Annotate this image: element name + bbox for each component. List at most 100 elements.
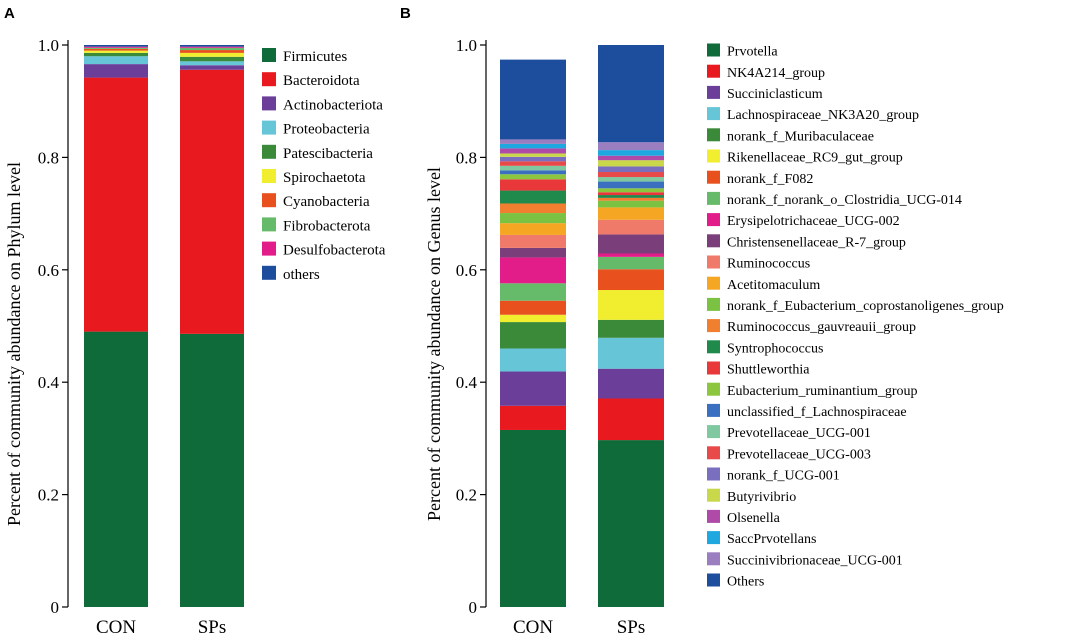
y-tick-label-b: 0 <box>469 598 478 617</box>
legend-swatch-b-8 <box>707 213 720 227</box>
bar-segment-b-con-20 <box>500 156 566 162</box>
legend-swatch-b-4 <box>707 128 720 142</box>
legend-swatch-b-16 <box>707 382 720 396</box>
bar-segment-b-sps-23 <box>598 150 664 156</box>
bar-segment-b-sps-0 <box>598 440 664 607</box>
legend-swatch-b-10 <box>707 255 720 269</box>
legend-label-b-13: Ruminococcus_gauvreauii_group <box>727 320 916 335</box>
legend-swatch-b-0 <box>707 43 720 57</box>
bar-segment-b-sps-13 <box>598 197 664 201</box>
bar-segment-a-con-1 <box>84 77 148 332</box>
legend-label-b-0: Prvotella <box>727 45 778 60</box>
y-tick-label-a: 0 <box>51 598 60 617</box>
bar-segment-b-sps-12 <box>598 200 664 208</box>
bar-segment-a-sps-9 <box>180 45 244 47</box>
bar-segment-b-con-23 <box>500 143 566 149</box>
y-tick-label-a: 0.4 <box>38 373 60 392</box>
legend-label-a-3: Proteobacteria <box>283 122 370 138</box>
bar-segment-b-sps-25 <box>598 45 664 143</box>
y-tick-label-a: 0.6 <box>38 261 59 280</box>
bar-segment-b-sps-1 <box>598 398 664 441</box>
legend-label-a-8: Desulfobacterota <box>283 243 386 259</box>
bar-segment-b-sps-14 <box>598 195 664 198</box>
bar-segment-a-con-7 <box>84 47 148 49</box>
bar-segment-b-con-10 <box>500 234 566 248</box>
bar-segment-a-con-0 <box>84 331 148 607</box>
legend-swatch-b-13 <box>707 319 720 333</box>
bar-segment-b-con-12 <box>500 213 566 224</box>
legend-label-b-24: Succinivibrionaceae_UCG-001 <box>727 553 903 568</box>
bar-segment-a-con-5 <box>84 50 148 53</box>
bar-segment-b-con-1 <box>500 405 566 430</box>
bar-segment-b-sps-6 <box>598 269 664 291</box>
bar-segment-b-con-5 <box>500 314 566 323</box>
legend-label-b-17: unclassified_f_Lachnospiraceae <box>727 405 907 420</box>
bar-segment-a-con-9 <box>84 45 148 47</box>
bar-segment-b-con-0 <box>500 429 566 607</box>
legend-swatch-b-19 <box>707 446 720 460</box>
legend-label-b-10: Ruminococcus <box>727 257 810 272</box>
legend-label-b-14: Syntrophococcus <box>727 341 823 356</box>
bar-segment-b-sps-11 <box>598 207 664 220</box>
bar-segment-b-con-7 <box>500 283 566 301</box>
legend-label-b-23: SaccPrvotellans <box>727 532 816 547</box>
bar-segment-b-sps-3 <box>598 337 664 369</box>
legend-label-b-6: norank_f_F082 <box>727 172 813 187</box>
legend-swatch-a-6 <box>262 193 276 208</box>
bar-segment-b-sps-9 <box>598 234 664 254</box>
bar-segment-b-con-13 <box>500 203 566 214</box>
bar-segment-b-sps-10 <box>598 219 664 235</box>
panel-b-letter: B <box>400 5 411 22</box>
bar-segment-b-con-25 <box>500 59 566 140</box>
legend-swatch-b-20 <box>707 467 720 481</box>
panel-b: B CON SPs 0 0.2 0.4 0.6 0.8 1.0 Percent of commu… <box>400 5 1004 638</box>
legend-label-a-0: Firmicutes <box>283 49 347 65</box>
panel-a-letter: A <box>4 5 15 22</box>
bar-segment-a-con-8 <box>84 46 148 48</box>
bar-segment-b-sps-18 <box>598 177 664 182</box>
legend-label-b-18: Prevotellaceae_UCG-001 <box>727 426 871 441</box>
bar-segment-b-con-2 <box>500 371 566 406</box>
bar-segment-a-sps-5 <box>180 52 244 57</box>
legend-label-a-9: others <box>283 267 320 283</box>
legend-swatch-a-5 <box>262 169 276 183</box>
legend-label-b-12: norank_f_Eubacterium_coprostanoligenes_g… <box>727 299 1004 314</box>
bar-segment-a-sps-3 <box>180 61 244 66</box>
legend-swatch-a-7 <box>262 217 276 232</box>
legend-swatch-b-21 <box>707 488 720 502</box>
bar-segment-a-con-2 <box>84 64 148 78</box>
bar-segment-a-sps-6 <box>180 50 244 53</box>
bar-segment-b-sps-8 <box>598 253 664 257</box>
bar-segment-b-con-19 <box>500 161 566 166</box>
bar-segment-a-sps-7 <box>180 47 244 51</box>
bar-segment-b-con-11 <box>500 223 566 235</box>
x-tick-label-b-con: CON <box>513 617 553 638</box>
legend-label-b-5: Rikenellaceae_RC9_gut_group <box>727 151 903 166</box>
legend-swatch-b-9 <box>707 234 720 248</box>
legend-swatch-b-25 <box>707 573 720 587</box>
legend-label-b-19: Prevotellaceae_UCG-003 <box>727 447 871 462</box>
bar-segment-b-sps-20 <box>598 166 664 173</box>
legend-label-b-15: Shuttleworthia <box>727 363 810 378</box>
bar-segment-b-con-17 <box>500 170 566 175</box>
bar-segment-b-sps-15 <box>598 192 664 196</box>
y-tick-label-b: 0.6 <box>456 261 477 280</box>
legend-swatch-b-3 <box>707 107 720 121</box>
legend-swatch-b-2 <box>707 85 720 99</box>
legend-label-b-8: Erysipelotrichaceae_UCG-002 <box>727 214 900 229</box>
legend-label-b-2: Succiniclasticum <box>727 87 823 102</box>
panel-a: A CON SPs 0 0.2 0.4 0.6 0.8 1.0 Percent of commu… <box>4 5 386 638</box>
bar-segment-b-sps-21 <box>598 160 664 167</box>
bar-segment-b-sps-17 <box>598 181 664 189</box>
y-tick-label-b: 1.0 <box>456 36 477 55</box>
bar-segment-a-sps-1 <box>180 69 244 334</box>
bar-segment-b-sps-2 <box>598 368 664 399</box>
legend-label-b-1: NK4A214_group <box>727 66 825 81</box>
legend-swatch-b-11 <box>707 276 720 290</box>
bar-segment-a-con-4 <box>84 52 148 57</box>
legend-swatch-b-24 <box>707 552 720 566</box>
bar-segment-b-sps-22 <box>598 155 664 161</box>
bar-segment-b-con-15 <box>500 179 566 191</box>
legend-label-a-6: Cyanobacteria <box>283 194 370 210</box>
legend-label-b-20: norank_f_UCG-001 <box>727 469 840 484</box>
